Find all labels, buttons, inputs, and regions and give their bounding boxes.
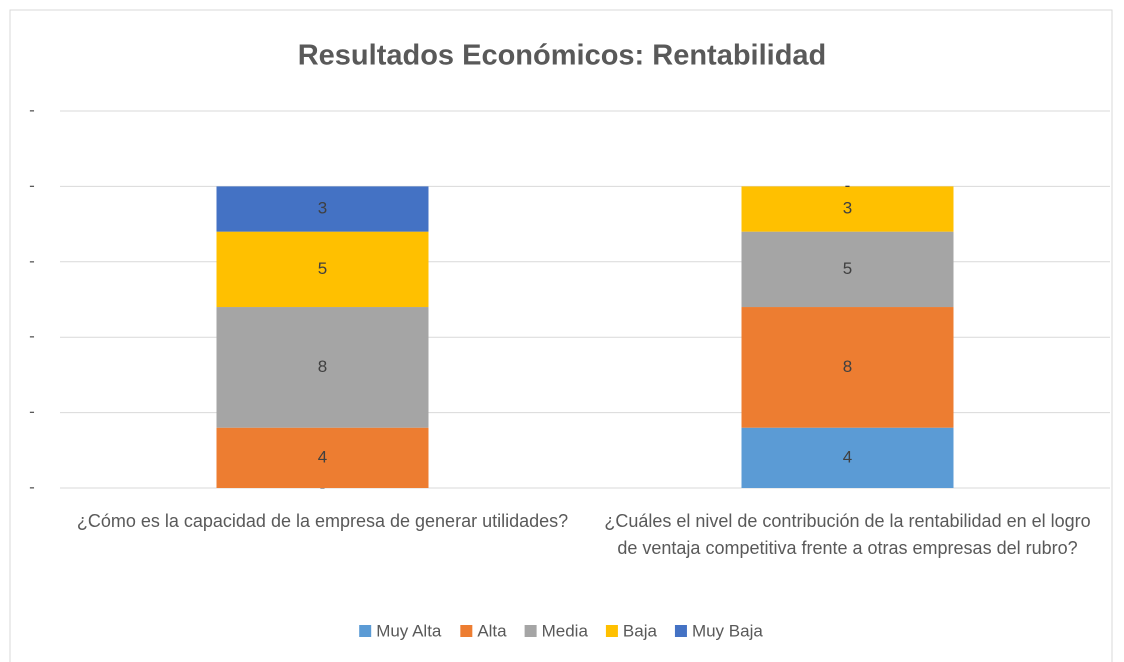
- legend-swatch: [460, 625, 473, 637]
- legend-label: Alta: [477, 621, 507, 640]
- x-tick-label: ¿Cuáles el nivel de contribución de la r…: [604, 511, 1091, 558]
- data-label: 5: [318, 259, 327, 278]
- bar-segment: [741, 186, 954, 232]
- bar-segment: [216, 231, 429, 308]
- legend-label: Baja: [623, 621, 658, 640]
- bar-segment: [741, 231, 954, 308]
- bar-segment: [741, 307, 954, 428]
- chart-border: [9, 9, 1113, 662]
- data-label: 4: [843, 447, 852, 466]
- data-label: 3: [843, 199, 852, 218]
- chart-title: Resultados Económicos: Rentabilidad: [298, 40, 827, 72]
- legend-label: Muy Alta: [376, 621, 442, 640]
- y-tick-label: -: [29, 402, 35, 421]
- x-tick-label: ¿Cómo es la capacidad de la empresa de g…: [76, 511, 569, 531]
- data-label: 5: [843, 259, 852, 278]
- legend-label: Media: [542, 621, 589, 640]
- data-label: 8: [318, 357, 327, 376]
- data-label: 3: [318, 199, 327, 218]
- y-tick-label: -: [29, 176, 35, 195]
- y-tick-label: -: [29, 100, 35, 119]
- data-label: -: [845, 176, 851, 195]
- y-tick-label: -: [29, 327, 35, 346]
- bar-segment: [741, 427, 954, 488]
- legend-swatch: [359, 625, 372, 637]
- bar-segment: [216, 186, 429, 232]
- legend-swatch: [674, 625, 687, 637]
- bar-segment: [216, 427, 429, 488]
- legend-swatch: [605, 625, 618, 637]
- data-label: 8: [843, 357, 852, 376]
- legend-label: Muy Baja: [692, 621, 763, 640]
- y-tick-label: -: [29, 251, 35, 270]
- legend-swatch: [524, 625, 537, 637]
- data-label: 4: [318, 447, 327, 466]
- y-tick-label: -: [29, 477, 35, 496]
- bar-segment: [216, 307, 429, 428]
